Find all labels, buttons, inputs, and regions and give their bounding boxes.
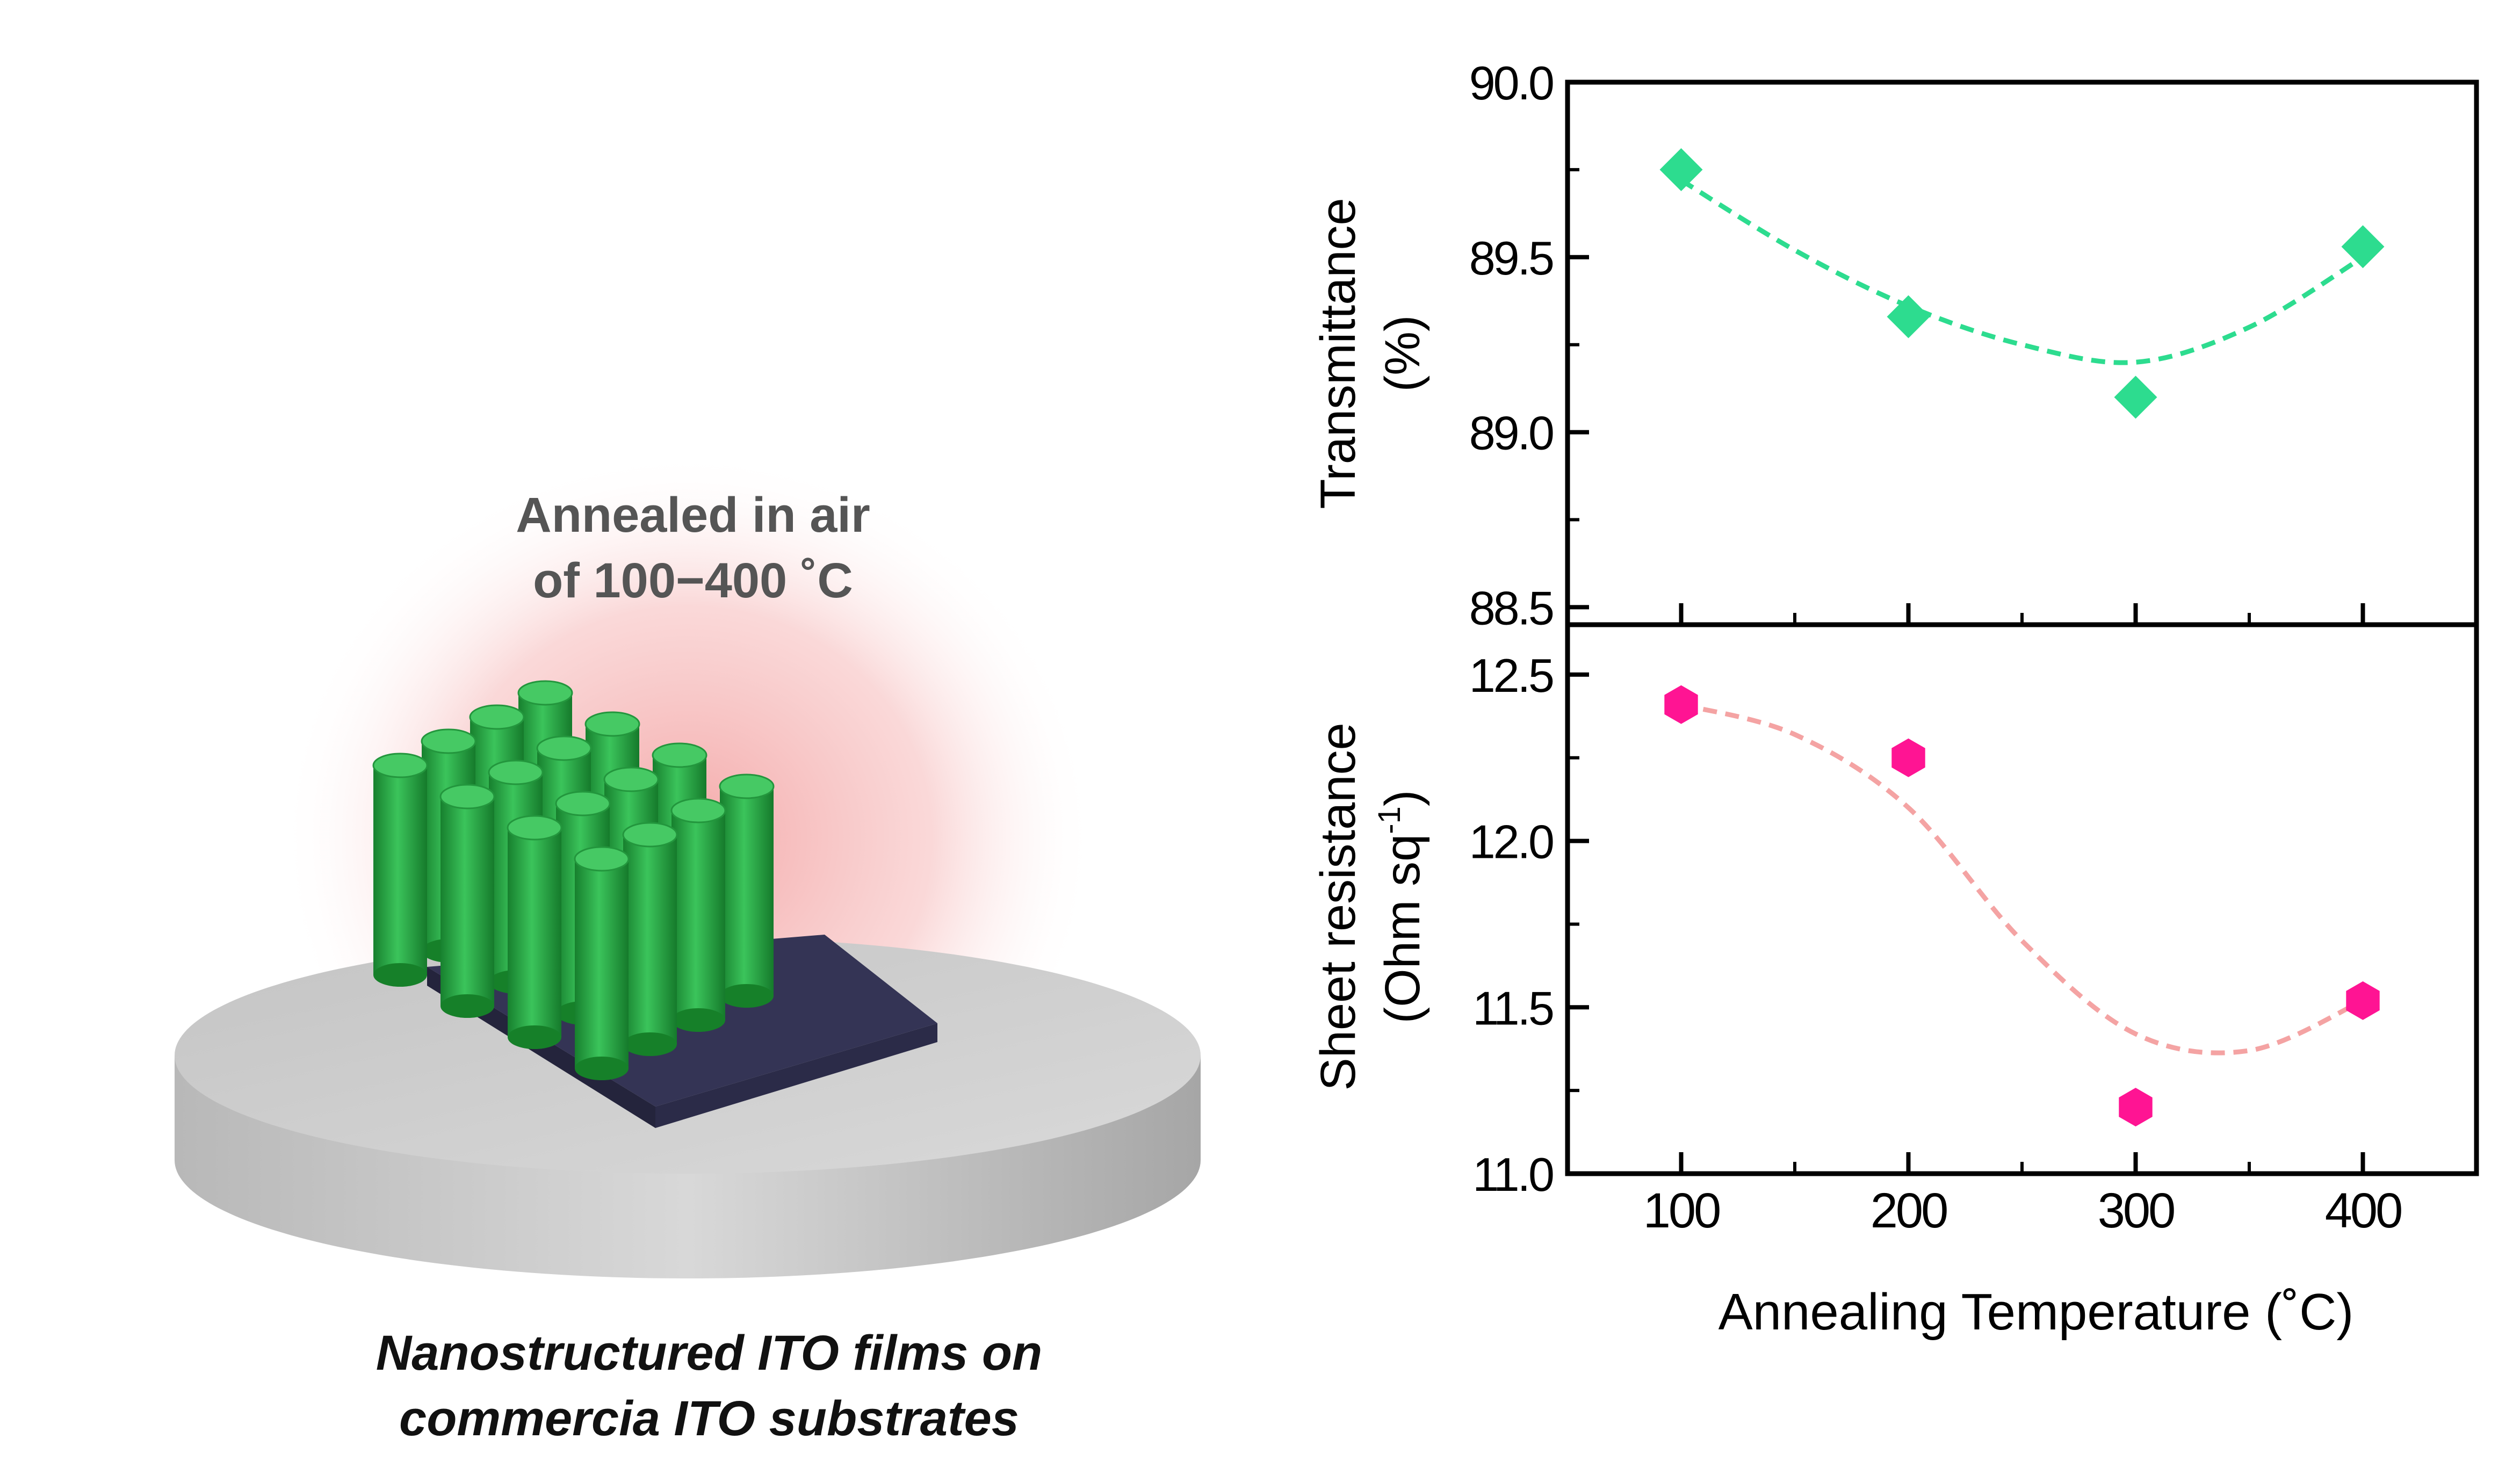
bottom-data-point <box>1891 738 1925 777</box>
top-ytick-label: 89.0 <box>1469 407 1553 460</box>
bottom-ylabel-close: ) <box>1375 790 1430 807</box>
x-axis-label: Annealing Temperature (˚C) <box>1718 1283 2354 1341</box>
transmittance-series <box>1659 148 2385 419</box>
top-ylabel-line2: (%) <box>1375 315 1430 392</box>
top-data-point <box>1887 295 1930 338</box>
bottom-ytick-label: 12.5 <box>1469 649 1553 702</box>
top-ylabel-line1: Transmittance <box>1311 198 1366 509</box>
top-y-ticks: 90.0 89.5 89.0 88.5 <box>1469 56 2365 634</box>
caption-line2: commercia ITO substrates <box>399 1391 1019 1446</box>
bottom-y-ticks: 12.5 12.0 11.5 11.0 <box>1469 649 2365 1201</box>
nanorod <box>507 815 562 1049</box>
bottom-ytick-label: 11.0 <box>1472 1148 1553 1201</box>
illustration: Annealed in air of 100−400 ˚C Nanostruct… <box>175 451 1201 1446</box>
top-data-point <box>2341 225 2385 269</box>
caption-line1: Nanostructured ITO films on <box>376 1326 1042 1380</box>
nanorod <box>622 822 678 1056</box>
anneal-label-line2: of 100−400 ˚C <box>533 553 853 608</box>
nanorod <box>719 773 775 1008</box>
xtick-label: 100 <box>1643 1183 1720 1238</box>
bottom-ylabel-sup: -1 <box>1372 806 1407 834</box>
bottom-data-point <box>2119 1088 2153 1127</box>
top-fit-curve <box>1680 178 2364 365</box>
top-ytick-label: 89.5 <box>1469 232 1553 285</box>
bottom-ytick-label: 12.0 <box>1469 815 1553 869</box>
nanorod <box>439 784 495 1018</box>
top-panel-frame <box>1565 79 2479 627</box>
bottom-ylabel-unit: (Ohm sq <box>1375 834 1430 1024</box>
xtick-label: 200 <box>1871 1183 1947 1238</box>
nanorod-array <box>372 680 775 1080</box>
bottom-data-point <box>1664 685 1698 724</box>
top-ytick-label: 90.0 <box>1469 56 1553 110</box>
top-data-point <box>2114 375 2157 419</box>
x-ticks: 100 200 300 400 <box>1643 1183 2403 1238</box>
bottom-data-point <box>2346 981 2380 1020</box>
top-data-point <box>1659 148 1703 191</box>
sheet-resistance-series <box>1664 685 2380 1127</box>
nanorod <box>670 798 726 1032</box>
bottom-fit-curve <box>1680 702 2364 1055</box>
top-ytick-label: 88.5 <box>1469 581 1553 634</box>
nanorod <box>372 753 428 987</box>
bottom-ylabel-line2: (Ohm sq-1) <box>1372 790 1430 1024</box>
xtick-label: 300 <box>2098 1183 2174 1238</box>
anneal-label-line1: Annealed in air <box>516 488 870 543</box>
xtick-label: 400 <box>2325 1183 2401 1238</box>
bottom-ytick-label: 11.5 <box>1472 981 1553 1035</box>
bottom-ylabel-line1: Sheet resistance <box>1311 722 1366 1090</box>
nanorod <box>574 846 630 1080</box>
chart-area: 90.0 89.5 89.0 88.5 12.5 12.0 11.5 11.0 100 200… <box>1311 56 2479 1341</box>
